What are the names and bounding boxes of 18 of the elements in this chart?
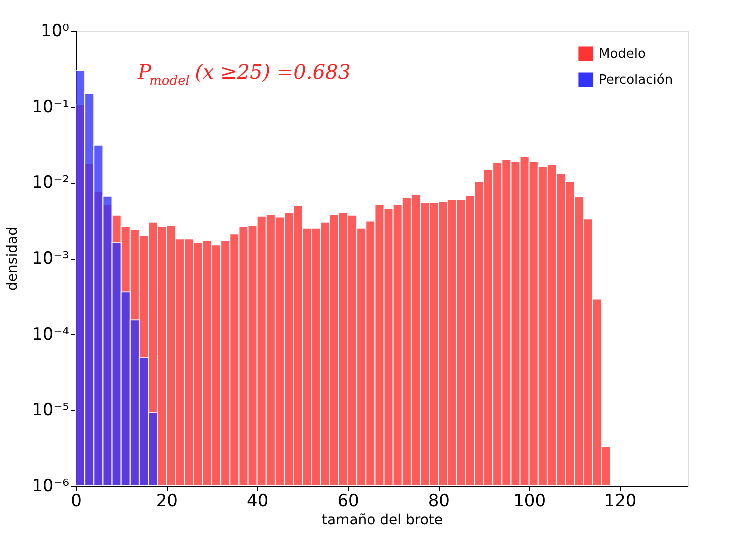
x-tick-label: 80 [428, 492, 450, 512]
legend-label: Modelo [599, 47, 646, 62]
y-tick-label: 10⁰ [41, 22, 70, 42]
x-tick-label: 60 [338, 492, 360, 512]
y-tick-label: 10⁻¹ [32, 97, 70, 118]
y-tick-label: 10⁻⁶ [32, 476, 70, 496]
y-tick-label: 10⁻² [32, 173, 70, 194]
legend-label: Percolación [599, 73, 674, 88]
y-tick-label: 10⁻⁵ [32, 400, 70, 421]
x-tick-label: 40 [247, 492, 269, 512]
y-axis-title: densidad [5, 227, 22, 291]
y-tick-label: 10⁻³ [32, 249, 70, 269]
x-axis-title: tamaño del brote [322, 512, 444, 528]
x-tick-label: 120 [604, 492, 637, 512]
x-tick-label: 100 [514, 492, 546, 512]
x-tick-label: 20 [156, 492, 178, 512]
y-tick-label: 10⁻⁴ [32, 324, 70, 345]
x-tick-label: 0 [71, 492, 82, 512]
